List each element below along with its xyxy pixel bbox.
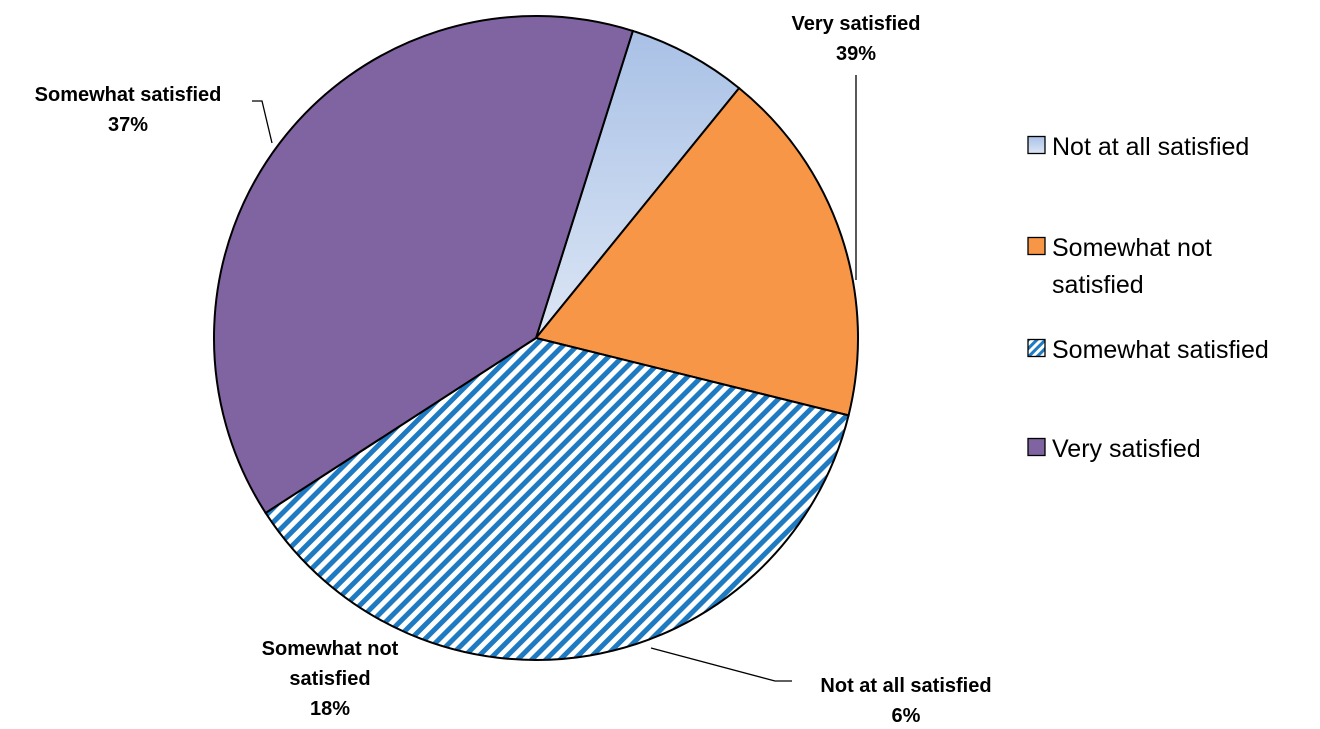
data-label-somewhat-not-satisfied: Somewhat not satisfied 18% [262, 638, 399, 720]
legend-swatch [1027, 437, 1046, 457]
pie-slice-somewhat-not-satisfied [534, 86, 859, 417]
data-labels: Not at all satisfied 6% Somewhat not satisf… [35, 13, 992, 727]
legend-label: Somewhat not satisfied [1052, 234, 1212, 299]
pie-slice-not-at-all-satisfied [535, 29, 741, 339]
leader-line [650, 647, 792, 682]
data-label-somewhat-satisfied: Somewhat satisfied 37% [35, 84, 222, 136]
pie-slice-very-satisfied [213, 15, 635, 515]
leader-line [252, 100, 273, 144]
legend-item: Very satisfied [1027, 435, 1201, 463]
legend-label: Somewhat satisfied [1052, 336, 1269, 364]
legend-label: Not at all satisfied [1052, 133, 1249, 161]
leader-lines [252, 75, 857, 682]
legend-item: Somewhat not satisfied [1027, 234, 1212, 299]
legend-item: Somewhat satisfied [1027, 336, 1269, 364]
legend-swatch [1027, 135, 1046, 155]
data-label-very-satisfied: Very satisfied 39% [792, 13, 921, 65]
legend: Not at all satisfied Somewhat not satisfie… [1027, 133, 1269, 463]
legend-item: Not at all satisfied [1027, 133, 1249, 161]
legend-swatch [1027, 338, 1046, 358]
legend-swatch [1027, 236, 1046, 256]
pie-slice-somewhat-satisfied [264, 336, 850, 661]
pie-slices [213, 15, 859, 661]
data-label-not-at-all-satisfied: Not at all satisfied 6% [820, 675, 991, 727]
legend-label: Very satisfied [1052, 435, 1201, 463]
